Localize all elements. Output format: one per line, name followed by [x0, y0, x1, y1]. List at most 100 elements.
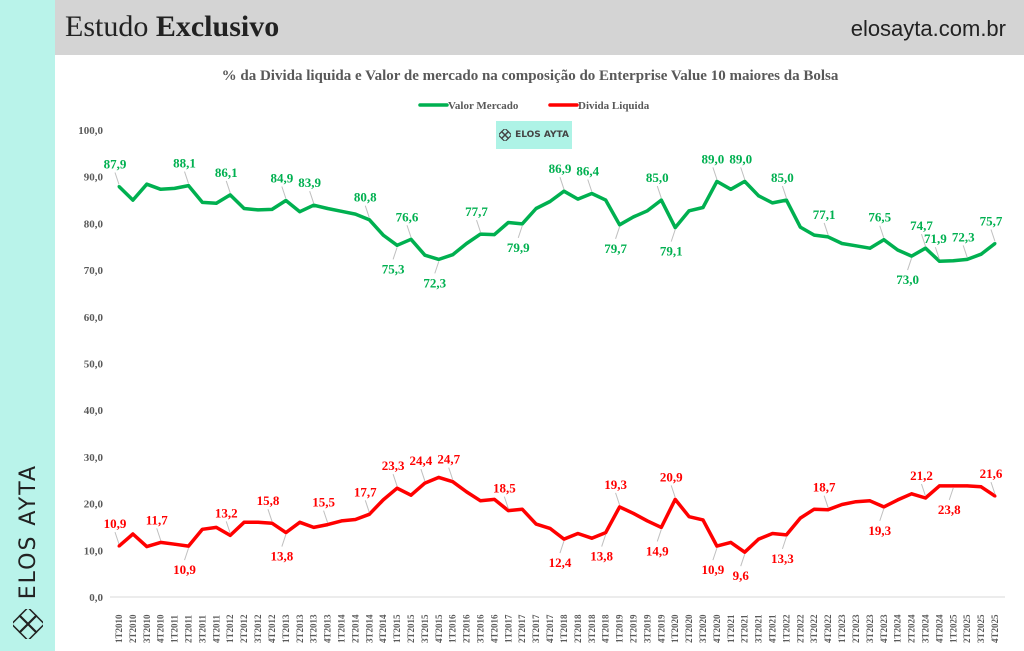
data-point — [423, 253, 427, 257]
leader-line — [615, 492, 621, 506]
x-tick-label: 1T2010 — [114, 614, 124, 643]
chart-title: % da Divida liquida e Valor de mercado n… — [222, 68, 839, 84]
leader-line — [781, 536, 787, 550]
leader-line — [962, 245, 968, 258]
x-tick-label: 1T2018 — [559, 614, 569, 643]
data-point — [631, 215, 635, 219]
leader-line — [907, 257, 913, 271]
x-tick-label: 1T2020 — [670, 614, 680, 643]
data-point — [979, 485, 983, 489]
x-tick-label: 4T2024 — [934, 614, 944, 643]
leader-line — [281, 186, 287, 199]
data-point — [798, 225, 802, 229]
data-point — [548, 199, 552, 203]
data-point — [562, 189, 566, 193]
series-line-valor-mercado — [117, 179, 997, 263]
data-label: 24,4 — [410, 453, 433, 468]
data-label: 79,1 — [660, 244, 683, 259]
data-label: 84,9 — [270, 171, 293, 186]
leader-line — [434, 261, 440, 274]
data-label: 89,0 — [702, 151, 725, 166]
data-point — [534, 522, 538, 526]
series-line-divida-liquida — [117, 475, 996, 554]
data-label: 19,3 — [868, 523, 891, 538]
x-tick-label: 4T2018 — [601, 614, 611, 643]
y-tick-label: 50,0 — [84, 359, 104, 371]
x-tick-label: 4T2022 — [823, 614, 833, 643]
data-label: 13,2 — [215, 505, 238, 520]
data-point — [576, 531, 580, 535]
data-point — [284, 531, 288, 535]
leader-line — [990, 229, 996, 242]
sidebar: ELOS AYTA — [0, 0, 55, 651]
x-tick-label: 2T2018 — [573, 614, 583, 643]
data-point — [868, 246, 872, 250]
x-tick-label: 3T2025 — [976, 614, 986, 643]
data-point — [896, 498, 900, 502]
data-label: 77,1 — [813, 207, 836, 222]
data-point — [729, 187, 733, 191]
y-tick-label: 30,0 — [84, 452, 104, 464]
data-point — [812, 507, 816, 511]
x-tick-label: 1T2017 — [503, 614, 513, 643]
x-tick-label: 2T2016 — [462, 614, 472, 643]
data-point — [784, 533, 788, 537]
data-label: 85,0 — [771, 170, 794, 185]
data-point — [145, 182, 149, 186]
data-point — [840, 241, 844, 245]
data-point — [159, 540, 163, 544]
x-tick-label: 4T2012 — [267, 614, 277, 643]
leader-line — [670, 485, 676, 498]
data-label: 76,6 — [396, 209, 419, 224]
leader-line — [420, 468, 426, 482]
data-label: 83,9 — [298, 175, 321, 190]
x-tick-label: 3T2012 — [253, 614, 263, 643]
data-point — [576, 197, 580, 201]
leader-line — [781, 185, 787, 199]
data-point — [298, 520, 302, 524]
leader-line — [156, 528, 162, 541]
data-point — [451, 253, 455, 257]
data-label: 74,7 — [910, 218, 933, 233]
leader-line — [448, 467, 454, 480]
x-tick-label: 1T2016 — [448, 614, 458, 643]
data-point — [882, 238, 886, 242]
data-point — [868, 499, 872, 503]
data-point — [771, 201, 775, 205]
data-point — [882, 505, 886, 509]
data-label: 23,3 — [382, 458, 405, 473]
data-label: 79,7 — [604, 241, 627, 256]
data-point — [673, 497, 677, 501]
data-point — [214, 201, 218, 205]
x-tick-label: 1T2025 — [948, 614, 958, 643]
header-title-bold: Exclusivo — [155, 10, 280, 43]
leader-line — [823, 222, 829, 236]
leader-line — [225, 521, 231, 534]
leader-line — [921, 483, 926, 497]
data-point — [492, 497, 496, 501]
data-point — [367, 512, 371, 516]
data-label: 17,7 — [354, 484, 377, 499]
data-label: 71,9 — [924, 231, 947, 246]
data-point — [409, 493, 413, 497]
data-label: 24,7 — [437, 452, 460, 467]
data-label: 77,7 — [465, 204, 488, 219]
x-tick-label: 3T2020 — [698, 614, 708, 643]
data-point — [687, 515, 691, 519]
leader-line — [184, 547, 189, 561]
x-tick-label: 3T2017 — [531, 614, 541, 643]
data-point — [187, 184, 191, 188]
data-point — [854, 500, 858, 504]
leader-line — [406, 225, 412, 238]
data-point — [228, 193, 232, 197]
x-tick-label: 1T2011 — [170, 614, 180, 643]
x-tick-label: 4T2011 — [211, 614, 221, 643]
data-point — [381, 498, 385, 502]
data-point — [937, 484, 941, 488]
data-point — [923, 246, 927, 250]
data-label: 86,9 — [549, 161, 572, 176]
data-point — [131, 198, 135, 202]
data-point — [159, 187, 163, 191]
y-tick-label: 90,0 — [84, 172, 104, 184]
data-point — [353, 212, 357, 216]
